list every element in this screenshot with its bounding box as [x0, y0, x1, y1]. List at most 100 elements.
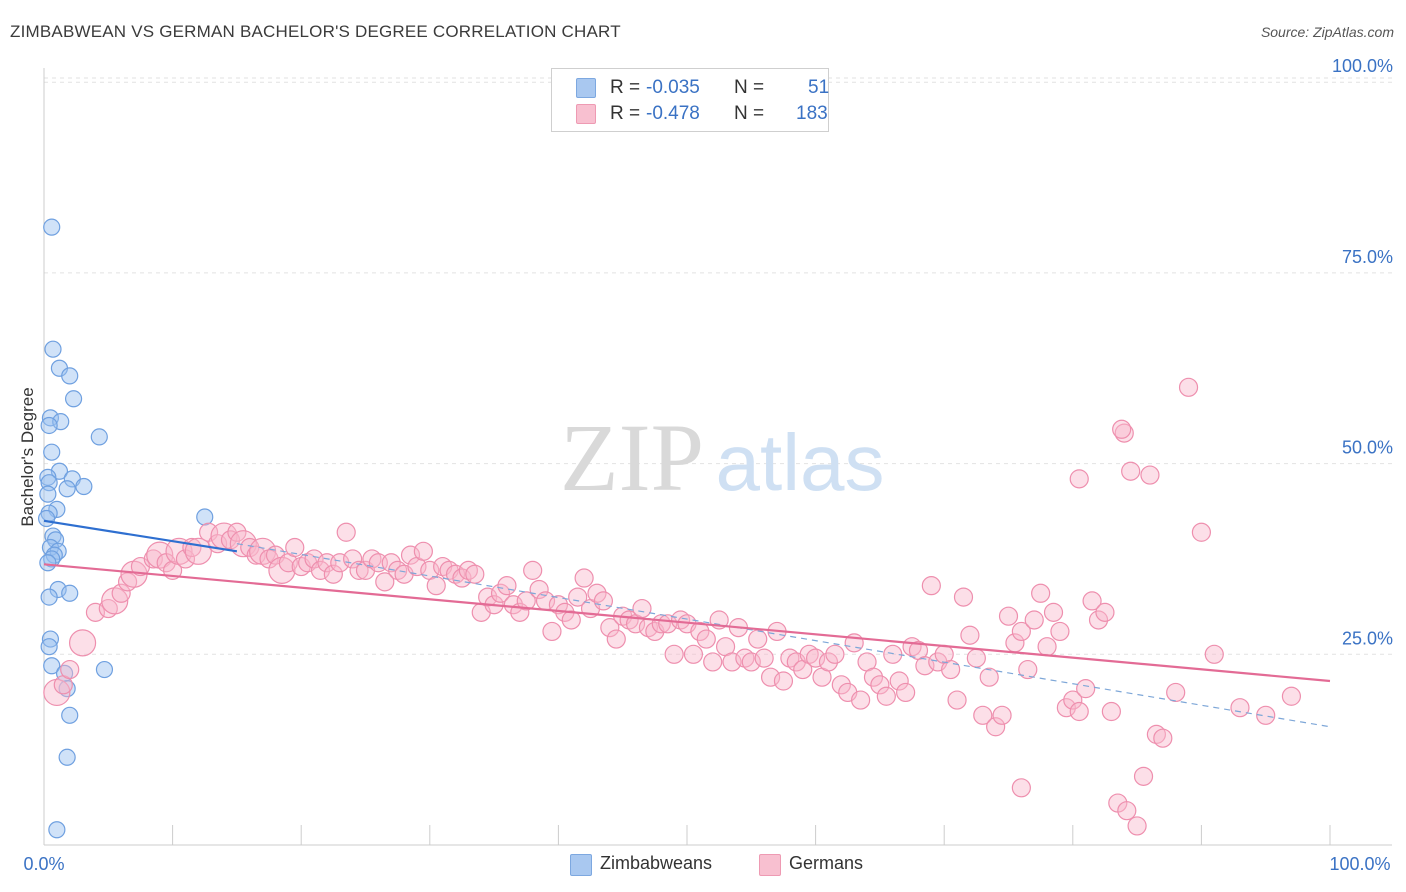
- germans-point: [986, 717, 1006, 737]
- germans-trend-line: [43, 563, 1331, 683]
- germans-point: [889, 671, 909, 691]
- germans-point: [1117, 801, 1137, 821]
- germans-point: [825, 644, 845, 664]
- chart-title: ZIMBABWEAN VS GERMAN BACHELOR'S DEGREE C…: [10, 22, 621, 41]
- source-label: Source: ZipAtlas.com: [1260, 24, 1394, 40]
- germans-point: [478, 587, 498, 607]
- axes: [43, 68, 1392, 846]
- watermark: ZIP atlas: [560, 404, 884, 511]
- germans-point: [703, 652, 723, 672]
- germans-point: [1018, 659, 1038, 680]
- germans-point: [310, 560, 331, 580]
- germans-point: [947, 690, 967, 710]
- germans-point: [915, 656, 935, 676]
- germans-point: [941, 659, 961, 680]
- germans-point: [587, 583, 607, 603]
- y-tick-label: 100.0%: [1332, 56, 1393, 76]
- germans-point: [1088, 610, 1109, 630]
- germans-point: [85, 602, 106, 622]
- germans-point: [593, 591, 614, 611]
- zimbabweans-point: [44, 340, 62, 358]
- germans-point: [664, 644, 684, 664]
- germans-point: [323, 564, 343, 584]
- germans-point: [381, 553, 401, 573]
- germans-point: [722, 652, 742, 672]
- germans-point: [870, 675, 890, 695]
- germans-point: [1069, 469, 1089, 489]
- legend-swatch-zimbabweans: [576, 78, 596, 98]
- germans-point: [805, 648, 826, 668]
- germans-point: [818, 652, 839, 672]
- correlation-legend: R = -0.035 N = 51 R = -0.478 N = 183: [551, 68, 829, 132]
- germans-point: [831, 675, 851, 695]
- germans-point: [400, 545, 421, 565]
- germans-point: [748, 629, 768, 649]
- x-tick-label: 100.0%: [1329, 854, 1390, 874]
- germans-point: [375, 572, 395, 592]
- germans-point: [1191, 522, 1212, 542]
- germans-point: [966, 648, 986, 668]
- zimbabweans-point: [43, 218, 61, 236]
- germans-point: [548, 595, 569, 615]
- germans-point: [143, 549, 163, 569]
- germans-point: [1095, 602, 1115, 622]
- legend-r-value: -0.035: [646, 77, 700, 98]
- germans-point: [1133, 766, 1154, 786]
- germans-point: [1127, 816, 1147, 836]
- germans-point: [98, 598, 118, 619]
- germans-point: [490, 583, 511, 603]
- germans-point: [1011, 621, 1031, 642]
- germans-point: [1082, 591, 1102, 611]
- zimbabweans-point: [37, 509, 56, 528]
- germans-point: [1112, 419, 1132, 439]
- germans-point: [1076, 679, 1096, 699]
- germans-point: [336, 522, 356, 542]
- zimbabweans-point: [40, 588, 58, 606]
- germans-point: [249, 537, 277, 565]
- germans-point: [43, 678, 71, 707]
- germans-point: [973, 705, 993, 725]
- y-tick-label: 25.0%: [1342, 628, 1393, 648]
- germans-point: [268, 556, 296, 584]
- dashed-trend-line: [236, 543, 1331, 728]
- germans-point: [1069, 701, 1089, 722]
- germans-point: [1204, 644, 1224, 664]
- germans-point: [165, 537, 193, 565]
- zimbabweans-point: [48, 821, 66, 839]
- legend-swatch-germans: [576, 104, 596, 124]
- germans-point: [658, 614, 678, 634]
- germans-point: [1230, 698, 1250, 718]
- watermark-zip: ZIP: [560, 404, 704, 511]
- legend-n-label: N =: [734, 103, 765, 124]
- germans-point: [285, 537, 305, 558]
- germans-point: [1101, 701, 1121, 722]
- germans-point: [561, 610, 581, 630]
- germans-point: [101, 587, 129, 615]
- germans-point: [111, 583, 131, 603]
- legend-n-value: 51: [808, 77, 830, 98]
- legend-n-label: N =: [734, 77, 765, 98]
- tick-labels: 25.0% 50.0% 75.0% 100.0% 0.0% 100.0%: [23, 56, 1393, 874]
- zimbabweans-point: [58, 748, 76, 766]
- legend-r-value: -0.478: [646, 103, 700, 124]
- germans-point: [1256, 705, 1276, 725]
- germans-point: [426, 576, 446, 596]
- germans-point: [883, 644, 903, 664]
- bottom-legend-swatch-germans: [759, 854, 781, 876]
- germans-point: [1153, 728, 1173, 748]
- zimbabweans-point: [39, 485, 57, 503]
- germans-point: [568, 587, 588, 607]
- germans-point: [60, 659, 80, 680]
- germans-points: [43, 377, 1302, 836]
- watermark-atlas: atlas: [716, 418, 885, 507]
- legend-r-label: R =: [610, 103, 641, 124]
- germans-point: [953, 587, 974, 607]
- germans-point: [1121, 461, 1141, 481]
- germans-point: [1024, 610, 1044, 630]
- germans-point: [1031, 583, 1051, 603]
- germans-point: [1281, 686, 1302, 706]
- zimbabweans-point: [61, 706, 79, 724]
- germans-point: [606, 629, 626, 649]
- grid-lines: [44, 77, 1392, 655]
- germans-point: [851, 690, 871, 710]
